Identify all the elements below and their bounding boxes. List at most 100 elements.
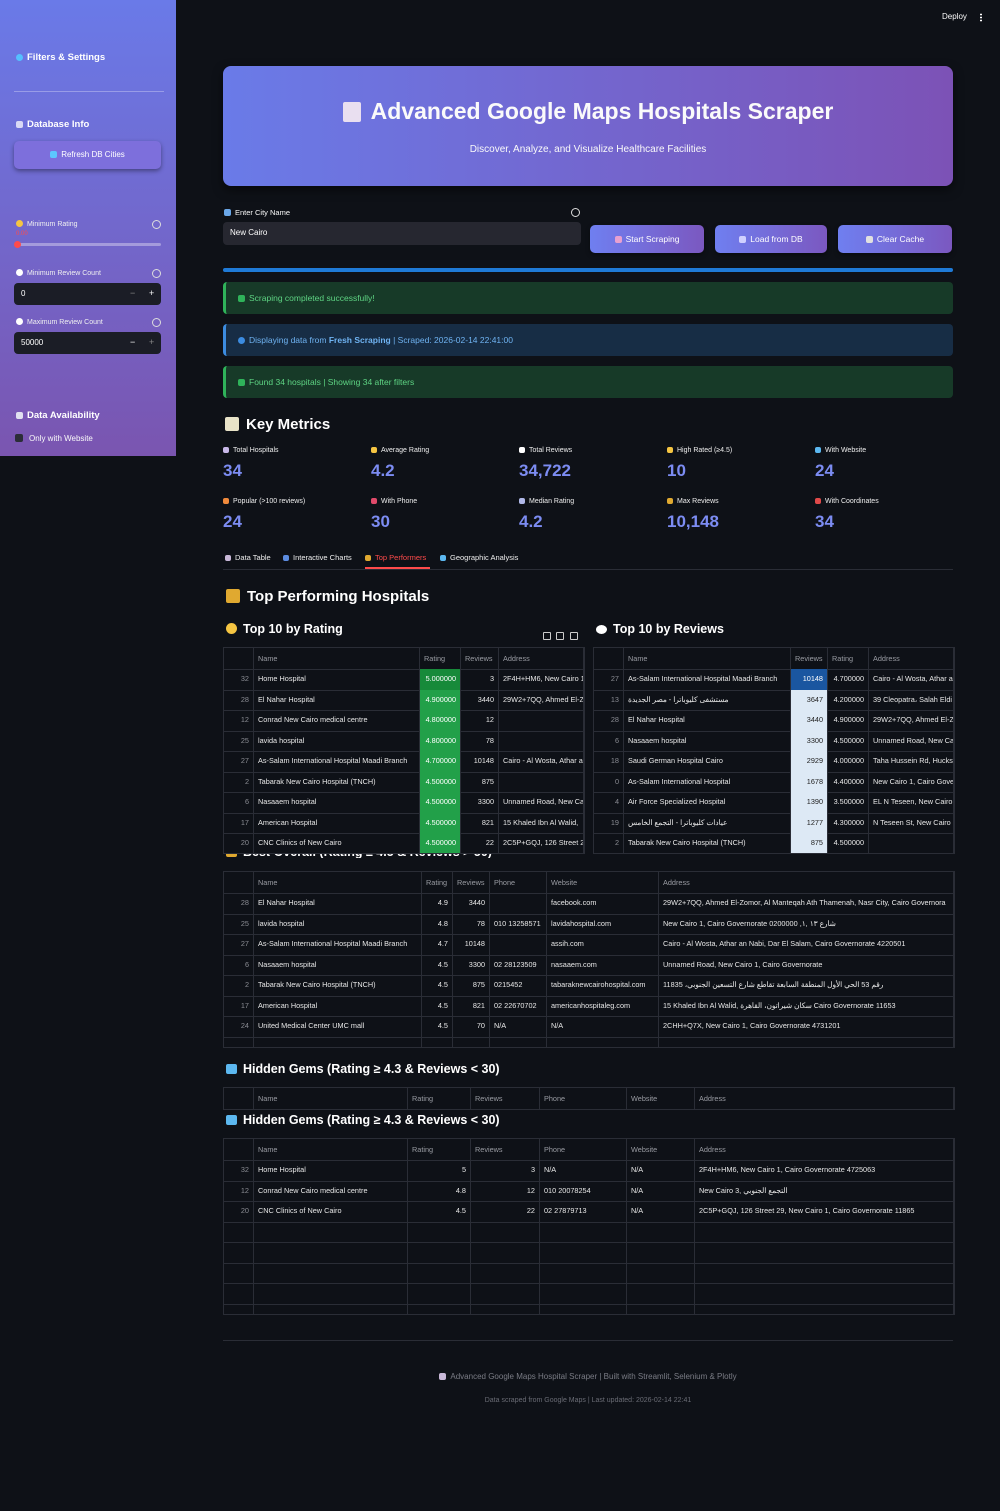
row-index: 17	[224, 995, 254, 1016]
start-button[interactable]: Start Scraping	[590, 225, 704, 253]
table-cell: N/A	[627, 1201, 695, 1222]
text: Max Reviews	[677, 498, 719, 505]
table-cell: Nasaaem hospital	[624, 730, 791, 751]
table-row: 25 lavida hospital 4.800000 78	[224, 730, 584, 752]
table-cell: 4.700000	[420, 751, 461, 772]
database-info: Database Info	[16, 119, 89, 130]
text: Median Rating	[529, 498, 575, 505]
table-row	[224, 1283, 954, 1305]
text: Top Performers	[375, 553, 427, 562]
text: 50000	[21, 338, 44, 347]
metric-value: 4.2	[371, 461, 395, 480]
column-header: Reviews	[791, 648, 828, 669]
table-row: 18 Saudi German Hospital Cairo 2929 4.00000…	[594, 751, 954, 773]
text: Interactive Charts	[293, 553, 352, 562]
metric-label: High Rated (≥4.5)	[667, 447, 732, 454]
icon	[667, 498, 673, 504]
table-row: 27 As-Salam International Hospital Maadi …	[594, 669, 954, 691]
row-index: 13	[594, 689, 624, 710]
table-cell	[695, 1221, 954, 1242]
max-review-input[interactable]: 50000	[14, 332, 161, 354]
column-header: Name	[624, 648, 791, 669]
table-cell: 4.8	[422, 913, 453, 934]
refresh-button[interactable]: Refresh DB Cities	[14, 141, 161, 169]
table-tool[interactable]	[570, 632, 578, 640]
table-cell: 3440	[461, 689, 499, 710]
table-row: 13 مستشفى كليوباترا - مصر الجديدة 3647 4.20…	[594, 689, 954, 711]
help-icon[interactable]	[152, 220, 161, 229]
city-input[interactable]: New Cairo	[223, 222, 581, 245]
table-row: 27 As-Salam International Hospital Maadi …	[224, 934, 954, 956]
table-tool[interactable]	[543, 632, 551, 640]
table-cell: Tabarak New Cairo Hospital (TNCH)	[254, 771, 420, 792]
metric-label: Total Hospitals	[223, 447, 279, 454]
checkbox[interactable]	[15, 434, 23, 442]
text: Filters & Settings	[27, 52, 106, 63]
increment[interactable]: +	[149, 288, 155, 298]
table-cell	[540, 1303, 627, 1314]
column-header: Rating	[408, 1139, 471, 1160]
tab[interactable]: Top Performers	[365, 553, 426, 562]
help-icon[interactable]	[571, 208, 580, 217]
table-cell: N/A	[627, 1180, 695, 1201]
table-cell: Cairo - Al Wosta, Athar a	[499, 751, 584, 772]
city-label: Enter City Name	[224, 208, 290, 217]
column-header: Website	[627, 1088, 695, 1109]
tab[interactable]: Geographic Analysis	[440, 553, 518, 562]
success-alert: Scraping completed successfully!	[223, 282, 953, 314]
table-cell: CNC Clinics of New Cairo	[254, 833, 420, 853]
text: Data Table	[235, 553, 271, 562]
decrement[interactable]: −	[130, 288, 136, 298]
row-index: 24	[224, 1016, 254, 1037]
column-header	[224, 648, 254, 669]
table-cell: 1678	[791, 771, 828, 792]
tab[interactable]: Interactive Charts	[283, 553, 352, 562]
load-button[interactable]: Load from DB	[715, 225, 827, 253]
table-cell: 010 13258571	[490, 913, 547, 934]
text: Total Hospitals	[233, 447, 279, 454]
clear-button[interactable]: Clear Cache	[838, 225, 952, 253]
menu-button[interactable]	[980, 13, 982, 22]
column-header: Address	[695, 1088, 954, 1109]
table-row: 28 El Nahar Hospital 4.9 3440 facebook.com 29…	[224, 893, 954, 915]
text: Hidden Gems (Rating ≥ 4.3 & Reviews < 30…	[243, 1062, 500, 1076]
table-cell: As-Salam International Hospital Maadi Br…	[254, 751, 420, 772]
help-icon[interactable]	[152, 318, 161, 327]
column-header: Website	[627, 1139, 695, 1160]
table-row	[224, 1303, 954, 1314]
table-row: 12 Conrad New Cairo medical centre 4.80000…	[224, 710, 584, 732]
checkbox-label[interactable]: Only with Website	[29, 434, 93, 443]
tab[interactable]: Data Table	[225, 553, 271, 562]
min-review-input[interactable]: 0	[14, 283, 161, 305]
icon	[225, 555, 231, 561]
table-cell: 4.200000	[828, 689, 869, 710]
increment[interactable]: +	[149, 337, 155, 347]
slider-track[interactable]	[16, 243, 161, 246]
help-icon[interactable]	[152, 269, 161, 278]
row-index: 4	[594, 792, 624, 813]
progress-bar	[223, 268, 953, 272]
table-row: 17 American Hospital 4.5 821 02 22670702 amer…	[224, 995, 954, 1017]
table-cell	[695, 1262, 954, 1283]
decrement[interactable]: −	[130, 337, 136, 347]
slider-value: 0.00	[16, 231, 28, 237]
data-availability: Data Availability	[16, 410, 100, 421]
table-cell: lavida hospital	[254, 730, 420, 751]
table-cell: N/A	[547, 1016, 659, 1037]
row-index: 2	[224, 975, 254, 996]
table-row	[224, 1262, 954, 1284]
table-tool[interactable]	[556, 632, 564, 640]
table-cell: 3	[461, 669, 499, 690]
table-cell: 3300	[453, 954, 490, 975]
text: High Rated (≥4.5)	[677, 447, 733, 454]
icon	[519, 498, 525, 504]
deploy-button[interactable]: Deploy	[942, 12, 967, 21]
table-cell: lavidahospital.com	[547, 913, 659, 934]
text: Hidden Gems (Rating ≥ 4.3 & Reviews < 30…	[243, 1113, 500, 1127]
table-cell	[471, 1303, 540, 1314]
table-row: 28 El Nahar Hospital 3440 4.900000 29W2+7QQ,…	[594, 710, 954, 732]
slider-thumb[interactable]	[14, 241, 21, 248]
table-cell	[540, 1283, 627, 1304]
table-row	[224, 1221, 954, 1243]
icon	[283, 555, 289, 561]
